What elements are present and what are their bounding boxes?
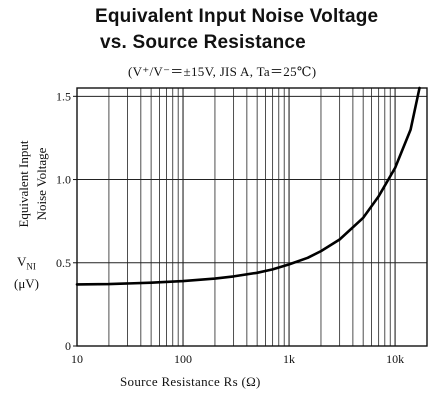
y-axis-symbol: VNI: [17, 254, 36, 272]
x-axis-label: Source Resistance Rs (Ω): [120, 374, 261, 389]
plot-frame-border: [76, 87, 428, 347]
chart-title-line-1: Equivalent Input Noise Voltage: [95, 6, 379, 27]
x-tick-label: 10k: [386, 352, 404, 366]
y-tick-label: 1.5: [56, 89, 71, 103]
x-tick-label: 1k: [283, 352, 295, 366]
y-axis-symbol-main: V: [17, 254, 27, 269]
y-axis-label-group: Equivalent Input Noise Voltage VNI (μV): [0, 0, 70, 400]
x-tick-label: 100: [174, 352, 192, 366]
series-layer: [75, 86, 421, 286]
chart-subtitle: (V⁺/V⁻＝±15V, JIS A, Ta＝25℃): [128, 64, 317, 79]
plot-frame: [76, 87, 428, 347]
chart-title-line-2: vs. Source Resistance: [100, 32, 306, 53]
x-tick-label: 10: [71, 352, 83, 366]
y-tick-label: 0: [65, 339, 71, 353]
grid-layer: [77, 88, 427, 346]
series-line: [75, 86, 421, 286]
tick-label-layer: 0 0.5 1.0 1.5 10 100 1k 10k: [56, 89, 404, 366]
y-axis-unit: (μV): [14, 276, 40, 291]
y-axis-symbol-subscript: NI: [26, 261, 36, 272]
y-tick-label: 0.5: [56, 256, 71, 270]
y-tick-label: 1.0: [56, 173, 71, 187]
